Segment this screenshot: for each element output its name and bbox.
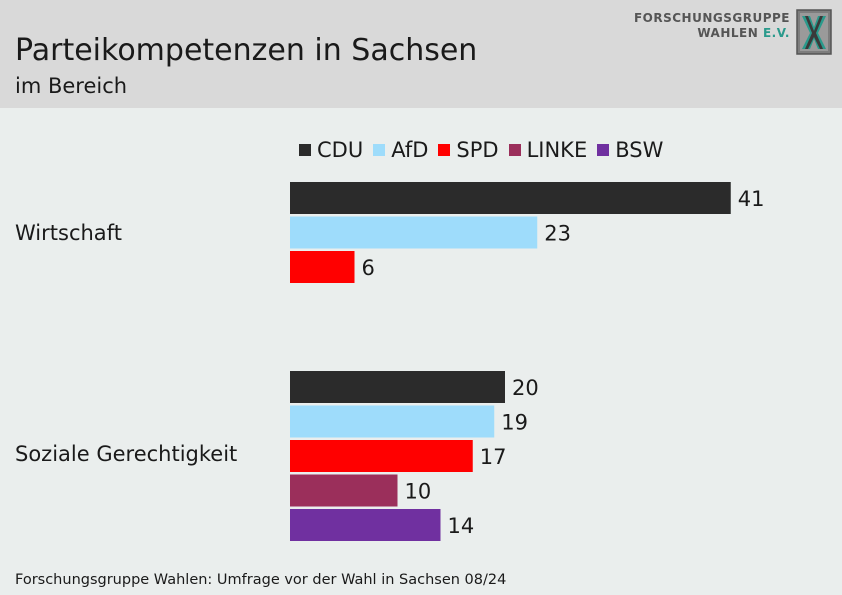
legend-label-spd: SPD	[456, 138, 499, 162]
bar-soziale-gerechtigkeit-afd	[290, 405, 495, 438]
legend-label-bsw: BSW	[615, 138, 664, 162]
legend-item-bsw: BSW	[597, 138, 663, 162]
legend-item-linke: LINKE	[508, 138, 588, 162]
bar-soziale-gerechtigkeit-spd	[290, 440, 473, 472]
logo-icon	[796, 9, 832, 55]
legend-label-cdu: CDU	[317, 138, 364, 162]
legend-label-afd: AfD	[391, 138, 429, 162]
bar-soziale-gerechtigkeit-linke	[290, 474, 398, 507]
legend-item-afd: AfD	[373, 138, 428, 162]
legend-swatch-bsw	[597, 144, 610, 156]
legend-label-linke: LINKE	[526, 138, 588, 162]
logo-line2: WAHLEN E.V.	[634, 26, 790, 41]
logo-line2b: E.V.	[762, 26, 790, 40]
legend-item-spd: SPD	[438, 138, 499, 162]
data-label-soziale-gerechtigkeit-afd: 19	[501, 411, 528, 435]
data-label-wirtschaft-afd: 23	[544, 222, 571, 246]
bar-soziale-gerechtigkeit-cdu	[290, 371, 505, 403]
data-label-soziale-gerechtigkeit-spd: 17	[480, 445, 507, 469]
data-label-wirtschaft-cdu: 41	[738, 187, 765, 211]
data-label-soziale-gerechtigkeit-bsw: 14	[448, 514, 475, 538]
chart-subtitle: im Bereich	[15, 74, 128, 98]
bar-soziale-gerechtigkeit-bsw	[290, 509, 441, 541]
logo-line2a: WAHLEN	[697, 26, 763, 40]
source-note: Forschungsgruppe Wahlen: Umfrage vor der…	[15, 572, 507, 588]
header-band: Parteikompetenzen in Sachsen im Bereich …	[0, 0, 842, 108]
chart-legend: CDU AfD SPD LINKE BSW	[299, 137, 673, 163]
legend-swatch-cdu	[299, 144, 311, 156]
legend-swatch-spd	[438, 144, 451, 156]
bar-wirtschaft-afd	[290, 216, 538, 249]
legend-item-cdu: CDU	[299, 138, 363, 162]
legend-swatch-linke	[508, 144, 521, 156]
category-label-soziale-gerechtigkeit: Soziale Gerechtigkeit	[15, 442, 238, 466]
chart-title: Parteikompetenzen in Sachsen	[15, 33, 478, 68]
bar-wirtschaft-cdu	[290, 182, 731, 214]
legend-swatch-afd	[373, 144, 386, 156]
logo-line1: FORSCHUNGSGRUPPE	[633, 11, 790, 25]
data-label-soziale-gerechtigkeit-cdu: 20	[512, 376, 539, 400]
bar-wirtschaft-spd	[290, 251, 355, 283]
data-label-wirtschaft-spd: 6	[362, 256, 375, 280]
logo-wordmark: FORSCHUNGSGRUPPE WAHLEN E.V.	[634, 11, 790, 41]
data-label-soziale-gerechtigkeit-linke: 10	[405, 480, 432, 504]
category-label-wirtschaft: Wirtschaft	[15, 221, 122, 245]
